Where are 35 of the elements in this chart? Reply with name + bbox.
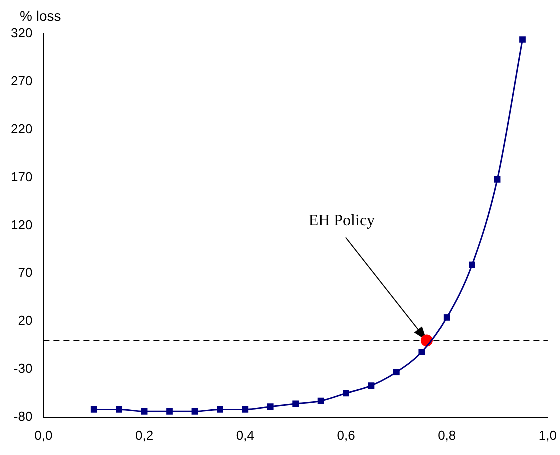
point bbox=[116, 406, 123, 413]
x-tick-label: 0,0 bbox=[34, 428, 53, 443]
y-tick-label: 170 bbox=[10, 169, 33, 184]
y-tick-label: 20 bbox=[18, 313, 33, 328]
y-axis-title: % loss bbox=[20, 8, 62, 24]
point bbox=[343, 390, 350, 397]
y-tick-label: 270 bbox=[10, 74, 33, 89]
point bbox=[394, 369, 400, 376]
x-tick-label: 1,0 bbox=[538, 428, 558, 443]
y-tick-label: -80 bbox=[14, 408, 33, 424]
y-tick-label: 70 bbox=[18, 265, 33, 280]
x-tick-label: 0,4 bbox=[236, 428, 254, 443]
point bbox=[141, 408, 148, 415]
point bbox=[494, 176, 501, 183]
point bbox=[267, 404, 274, 410]
x-tick-label: 0,2 bbox=[136, 428, 154, 443]
x-tick-label: 0,6 bbox=[337, 428, 356, 443]
y-tick-label: -30 bbox=[14, 361, 33, 376]
x-tick-label: 0,8 bbox=[438, 428, 456, 443]
point bbox=[90, 406, 98, 413]
y-tick-label: 120 bbox=[10, 217, 33, 232]
point bbox=[318, 398, 324, 404]
point bbox=[520, 36, 526, 43]
point bbox=[292, 400, 300, 408]
point bbox=[444, 314, 450, 321]
annotation: EH Policy bbox=[308, 212, 376, 230]
point bbox=[469, 262, 476, 268]
point bbox=[192, 408, 198, 415]
point bbox=[418, 349, 426, 356]
y-tick-label: 320 bbox=[10, 26, 33, 41]
point bbox=[368, 382, 375, 389]
point bbox=[166, 408, 173, 415]
y-tick-label: 220 bbox=[10, 121, 33, 136]
point bbox=[242, 406, 249, 413]
point bbox=[217, 406, 224, 413]
